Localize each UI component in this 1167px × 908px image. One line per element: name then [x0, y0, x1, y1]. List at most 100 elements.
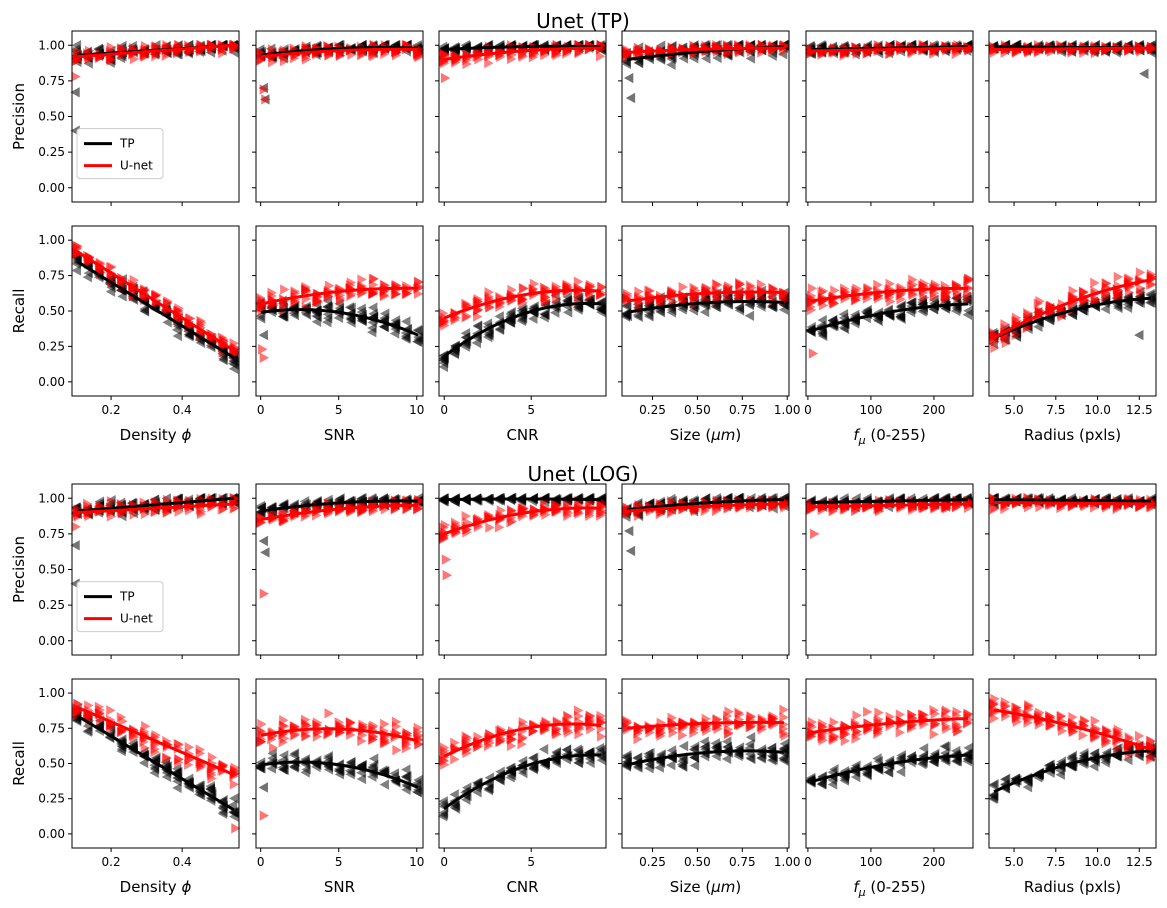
tp-point [323, 313, 333, 324]
unet-point [747, 282, 757, 293]
x-tick-label: 5 [335, 855, 343, 869]
y-tick-label: 0.75 [38, 269, 65, 283]
tp-point [71, 40, 82, 51]
unet-fit-line [626, 46, 784, 54]
tp-fit-line [76, 496, 235, 513]
unet-point [1090, 277, 1100, 289]
unet-point [852, 283, 862, 294]
x-tick-label: 10.0 [1084, 403, 1111, 417]
unet-point [723, 48, 734, 60]
tp-point [623, 72, 634, 84]
tp-point [390, 315, 401, 326]
y-tick-label: 1.00 [38, 233, 65, 247]
y-tick-label: 0.75 [38, 721, 65, 735]
tp-point [622, 300, 632, 311]
tp-point [666, 59, 676, 70]
unet-point [964, 42, 974, 53]
unet-point [461, 298, 471, 309]
unet-point [1069, 297, 1079, 308]
y-tick-label: 0.75 [38, 527, 65, 541]
tp-fit-line [443, 44, 602, 51]
unet-point [257, 295, 267, 306]
unet-fit-line [260, 286, 418, 306]
tp-point [356, 306, 366, 318]
x-label-variable: ϕ [181, 426, 191, 444]
unet-point [462, 310, 472, 322]
tp-point [906, 297, 916, 308]
unet-point [229, 779, 240, 790]
unet-point [819, 300, 829, 311]
unet-point [808, 348, 819, 359]
tp-point [538, 744, 549, 755]
unet-point [874, 293, 884, 304]
unet-fit-line [810, 286, 968, 303]
unet-fit-line [993, 278, 1152, 340]
unet-point [184, 742, 195, 753]
unet-point [953, 292, 963, 303]
y-tick-label: 0.50 [38, 110, 65, 124]
tp-point [516, 315, 526, 327]
unet-point [72, 248, 82, 260]
tp-point [484, 327, 494, 338]
unet-point [817, 286, 827, 298]
panel [802, 30, 975, 206]
unet-fit-line [810, 46, 969, 53]
tp-point [229, 359, 239, 370]
y-tick-label: 0.00 [38, 375, 65, 389]
y-tick-label: 0.25 [38, 792, 65, 806]
tp-fit-line [76, 260, 235, 360]
unet-point [414, 50, 425, 62]
unet-point [106, 496, 117, 507]
unet-point [290, 286, 300, 297]
unet-point [256, 47, 266, 58]
tp-point [1100, 303, 1110, 315]
unet-point [440, 72, 451, 84]
x-tick-label: 0.4 [173, 855, 192, 869]
unet-point [634, 286, 644, 297]
unet-point [439, 317, 450, 329]
unet-point [830, 285, 840, 296]
y-tick-label: 0.50 [38, 563, 65, 577]
unet-fit-line [76, 502, 235, 514]
unet-fit-line [626, 290, 785, 303]
tp-point [184, 331, 194, 342]
unet-point [518, 732, 528, 743]
tp-fit-line [994, 498, 1151, 503]
x-tick-label: 0.25 [639, 403, 666, 417]
panel [618, 30, 790, 206]
group-title: Unet (LOG) [527, 462, 638, 486]
tp-point [528, 313, 538, 324]
unet-point [229, 40, 240, 51]
unet-point [267, 57, 278, 68]
unet-point [379, 289, 390, 301]
unet-point [595, 51, 606, 62]
unet-fit-line [443, 288, 602, 320]
unet-point [129, 509, 139, 520]
unet-point [438, 308, 449, 319]
tp-point [962, 309, 972, 320]
unet-point [73, 46, 83, 57]
tp-point [1122, 299, 1133, 310]
unet-point [259, 352, 270, 363]
unet-point [810, 528, 820, 540]
unet-point [217, 332, 228, 343]
tp-point [778, 304, 789, 315]
x-tick-label: 0.2 [102, 403, 121, 417]
tp-point [482, 318, 493, 329]
x-tick-label: 1.00 [774, 403, 801, 417]
unet-point [279, 55, 290, 67]
tp-point [632, 309, 642, 321]
unet-point [440, 49, 450, 60]
x-tick-label: 10 [409, 403, 424, 417]
x-axis-label: Density ϕ [120, 426, 192, 444]
unet-point [368, 279, 379, 290]
tp-point [838, 309, 849, 320]
unet-point [196, 322, 206, 334]
unet-point [261, 94, 271, 105]
x-label-text: Density [120, 426, 182, 444]
unet-point [657, 296, 667, 307]
unet-point [1135, 267, 1146, 278]
